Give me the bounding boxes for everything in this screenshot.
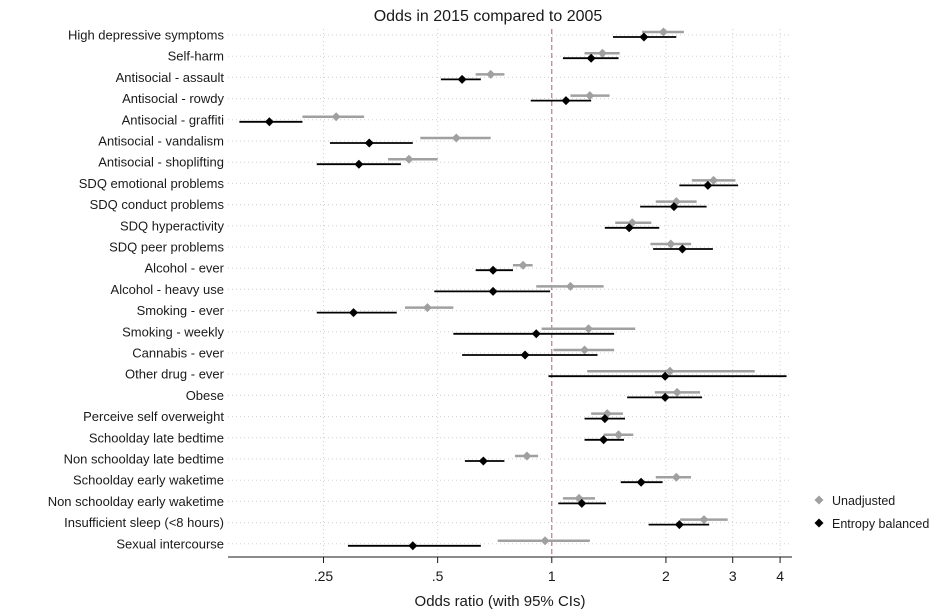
point-marker (540, 536, 550, 546)
point-marker (478, 456, 488, 466)
series-layer (239, 27, 787, 551)
legend-label-unadjusted: Unadjusted (832, 494, 895, 508)
point-marker (669, 202, 679, 212)
category-label: Schoolday late bedtime (89, 430, 224, 445)
point-marker (658, 27, 668, 37)
category-label: SDQ conduct problems (90, 197, 225, 212)
point-marker (665, 366, 675, 376)
x-axis-title: Odds ratio (with 95% CIs) (415, 593, 586, 610)
point-marker (577, 498, 587, 508)
legend-label-entropy-balanced: Entropy balanced (832, 517, 929, 531)
point-marker (636, 477, 646, 487)
point-marker (522, 451, 532, 461)
point-marker (561, 96, 571, 106)
x-tick-label: 3 (729, 568, 737, 584)
x-tick-label: 4 (776, 568, 784, 584)
series-entropy-balanced (239, 32, 787, 551)
point-marker (666, 239, 676, 249)
point-marker (565, 281, 575, 291)
point-marker (457, 74, 467, 84)
point-marker (674, 520, 684, 530)
category-label: Other drug - ever (125, 367, 225, 382)
point-marker (660, 371, 670, 381)
category-label: Antisocial - vandalism (98, 134, 224, 149)
category-label: Antisocial - assault (116, 70, 225, 85)
point-marker (331, 112, 341, 122)
category-label: Perceive self overweight (83, 409, 224, 424)
point-marker (520, 350, 530, 360)
point-marker (699, 515, 709, 525)
point-marker (488, 286, 498, 296)
point-marker (672, 387, 682, 397)
point-marker (584, 324, 594, 334)
legend-item-entropy-balanced: Entropy balanced (814, 517, 929, 531)
point-marker (488, 265, 498, 275)
category-label: Self-harm (168, 49, 224, 64)
point-marker (408, 541, 418, 551)
point-marker (639, 32, 649, 42)
grid-layer (228, 29, 792, 557)
point-marker (354, 159, 364, 169)
series-unadjusted (302, 27, 755, 546)
point-marker (518, 260, 528, 270)
category-label: Schoolday early waketime (73, 473, 224, 488)
point-marker (703, 180, 713, 190)
point-marker (709, 175, 719, 185)
category-label: SDQ peer problems (109, 240, 224, 255)
point-marker (580, 345, 590, 355)
category-label: Smoking - weekly (122, 324, 224, 339)
category-label: Non schoolday early waketime (48, 494, 224, 509)
point-marker (600, 414, 610, 424)
category-label: Alcohol - heavy use (111, 282, 224, 297)
legend-marker-unadjusted (814, 495, 824, 505)
point-marker (671, 472, 681, 482)
point-marker (624, 223, 634, 233)
point-marker (531, 329, 541, 339)
point-marker (264, 117, 274, 127)
legend-marker-entropy-balanced (814, 518, 824, 528)
category-label: Sexual intercourse (116, 536, 224, 551)
category-labels: High depressive symptoms Self-harm Antisoc… (48, 28, 225, 552)
legend-item-unadjusted: Unadjusted (814, 494, 895, 508)
point-marker (422, 303, 432, 313)
point-marker (364, 138, 374, 148)
point-marker (451, 133, 461, 143)
category-label: Cannabis - ever (132, 346, 224, 361)
point-marker (597, 48, 607, 58)
point-marker (599, 435, 609, 445)
category-label: Antisocial - shoplifting (98, 155, 224, 170)
point-marker (614, 430, 624, 440)
category-label: Antisocial - graffiti (122, 112, 224, 127)
legend: Unadjusted Entropy balanced (814, 494, 929, 531)
category-label: Smoking - ever (137, 303, 225, 318)
point-marker (660, 392, 670, 402)
x-tick-label: .25 (314, 568, 334, 584)
category-label: SDQ hyperactivity (120, 218, 225, 233)
chart-title: Odds in 2015 compared to 2005 (374, 8, 603, 25)
point-marker (585, 91, 595, 101)
x-tick-label: 1 (548, 568, 556, 584)
category-label: Antisocial - rowdy (122, 91, 224, 106)
point-marker (486, 69, 496, 79)
category-label: Alcohol - ever (145, 261, 225, 276)
point-marker (677, 244, 687, 254)
x-axis-ticks: .25 .5 1 2 3 4 (314, 557, 784, 584)
category-label: High depressive symptoms (68, 28, 225, 43)
point-marker (349, 308, 359, 318)
category-label: Obese (186, 388, 224, 403)
category-label: SDQ emotional problems (79, 176, 225, 191)
point-marker (586, 53, 596, 63)
category-label: Non schoolday late bedtime (64, 452, 224, 467)
x-tick-label: .5 (432, 568, 444, 584)
x-tick-label: 2 (662, 568, 670, 584)
point-marker (404, 154, 414, 164)
category-label: Insufficient sleep (<8 hours) (64, 515, 224, 530)
